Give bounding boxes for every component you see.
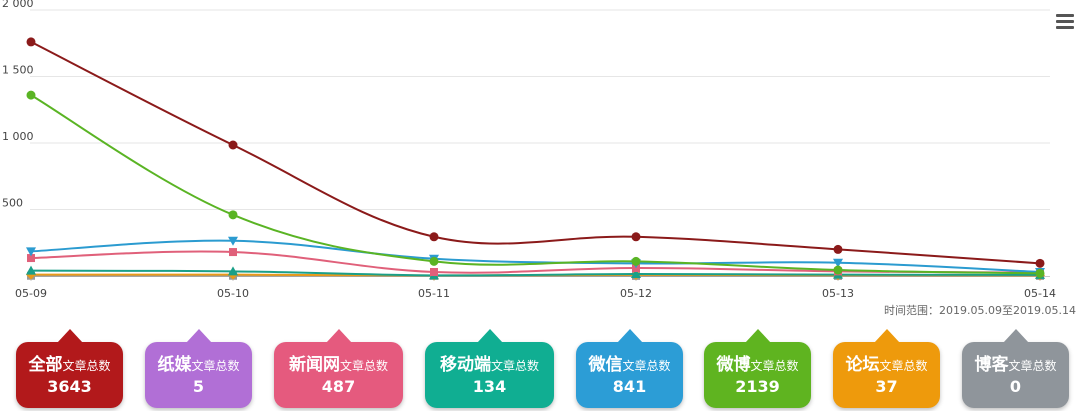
data-point: [26, 37, 36, 47]
card-blog[interactable]: 博客文章总数 0: [962, 329, 1069, 408]
card-notch: [185, 329, 212, 343]
x-tick-label: 05-12: [620, 287, 652, 300]
card-notch: [616, 329, 643, 343]
card-suffix: 文章总数: [490, 359, 539, 373]
hamburger-menu-icon[interactable]: [1056, 14, 1074, 30]
chart-svg: 2 000 1 500 1 000 500 05-09 05-10 05-11 05-12 05…: [2, 0, 1056, 300]
card-print-media[interactable]: 纸媒文章总数 5: [145, 329, 252, 408]
card-category: 博客: [974, 355, 1009, 375]
card-suffix: 文章总数: [62, 359, 111, 373]
time-range-text: 时间范围：2019.05.09至2019.05.14: [884, 304, 1076, 317]
data-point: [429, 232, 439, 242]
data-point: [229, 248, 237, 257]
data-point: [1035, 258, 1045, 268]
y-tick-label: 1 000: [2, 130, 34, 143]
card-weibo[interactable]: 微博文章总数 2139: [704, 329, 811, 408]
data-point: [631, 269, 641, 279]
card-suffix: 文章总数: [879, 359, 928, 373]
data-point: [228, 266, 238, 276]
card-forum[interactable]: 论坛文章总数 37: [833, 329, 940, 408]
card-notch: [56, 329, 83, 343]
y-tick-label: 2 000: [2, 0, 34, 10]
data-point: [26, 90, 36, 100]
card-category: 全部: [28, 355, 63, 375]
series-line: [30, 269, 1041, 277]
y-tick-label: 1 500: [2, 64, 34, 77]
card-suffix: 文章总数: [339, 359, 388, 373]
card-notch: [1002, 329, 1029, 343]
card-suffix: 文章总数: [1008, 359, 1057, 373]
data-point: [228, 210, 238, 220]
data-point: [833, 244, 843, 254]
card-wechat[interactable]: 微信文章总数 841: [576, 329, 683, 408]
x-tick-label: 05-14: [1024, 287, 1056, 300]
data-point: [631, 232, 641, 242]
card-suffix: 文章总数: [622, 359, 671, 373]
x-tick-label: 05-13: [822, 287, 854, 300]
card-value: 5: [192, 377, 205, 396]
data-point: [26, 247, 36, 257]
series-line: [30, 94, 1041, 275]
card-suffix: 文章总数: [191, 359, 240, 373]
card-notch: [325, 329, 352, 343]
data-point: [430, 268, 438, 277]
card-value: 3643: [47, 377, 92, 396]
data-point: [833, 265, 843, 275]
data-point: [27, 254, 35, 263]
data-point: [26, 265, 36, 275]
data-point: [833, 258, 843, 268]
card-category: 微博: [716, 355, 751, 375]
y-tick-label: 500: [2, 197, 23, 210]
card-suffix: 文章总数: [750, 359, 799, 373]
card-category: 微信: [588, 355, 623, 375]
card-category: 纸媒: [157, 355, 192, 375]
card-value: 134: [472, 377, 507, 396]
x-tick-label: 05-11: [418, 287, 450, 300]
series-line: [30, 239, 1041, 274]
card-category: 论坛: [845, 355, 880, 375]
line-chart: 2 000 1 500 1 000 500 05-09 05-10 05-11 05-12 05…: [2, 0, 1076, 317]
card-value: 841: [612, 377, 647, 396]
card-news-site[interactable]: 新闻网文章总数 487: [274, 329, 403, 408]
card-value: 37: [875, 377, 898, 396]
card-category: 移动端: [439, 355, 491, 375]
card-mobile[interactable]: 移动端文章总数 134: [425, 329, 554, 408]
x-tick-label: 05-10: [217, 287, 249, 300]
card-value: 2139: [735, 377, 780, 396]
card-notch: [744, 329, 771, 343]
data-point: [228, 140, 238, 150]
card-notch: [873, 329, 900, 343]
card-notch: [476, 329, 503, 343]
data-point: [429, 256, 439, 266]
x-tick-label: 05-09: [15, 287, 47, 300]
data-point: [1035, 268, 1045, 278]
series-line: [30, 41, 1041, 265]
card-value: 0: [1009, 377, 1022, 396]
category-cards: 全部文章总数 3643 纸媒文章总数 5 新闻网文章总数 487 移动端文章总数…: [0, 328, 1080, 411]
card-all[interactable]: 全部文章总数 3643: [16, 329, 123, 408]
card-value: 487: [321, 377, 356, 396]
card-category: 新闻网: [288, 355, 340, 375]
data-point: [228, 236, 238, 246]
data-point: [631, 256, 641, 266]
